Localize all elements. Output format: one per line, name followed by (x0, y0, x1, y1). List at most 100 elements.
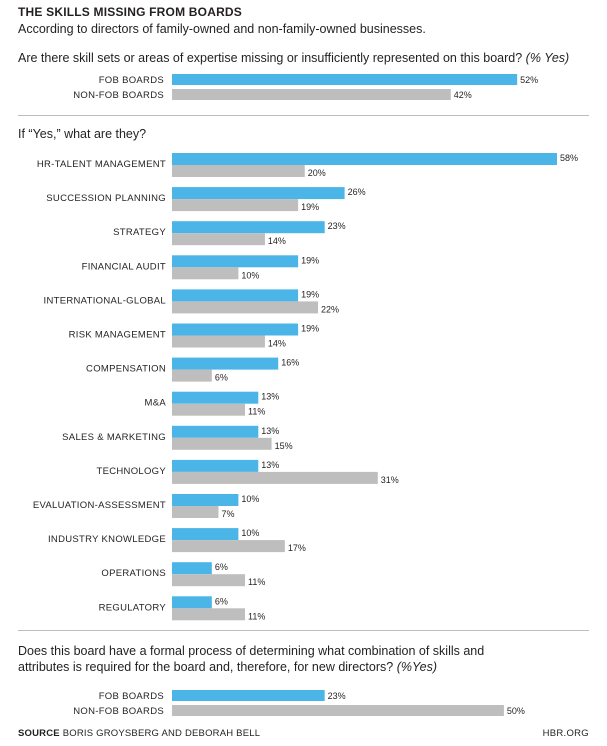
category-label-sales-marketing: SALES & MARKETING (62, 432, 166, 443)
value-label-non-fob-boards: 42% (454, 90, 472, 100)
bar-fob-succession-planning (172, 187, 345, 200)
value-label-non-fob-boards: 50% (507, 706, 525, 716)
value-label-fob-compensation: 16% (281, 358, 299, 368)
category-label-non-fob-boards: NON-FOB BOARDS (73, 90, 164, 101)
bar-fob-financial-audit (172, 255, 299, 268)
category-label-regulatory: REGULATORY (99, 602, 167, 613)
question-1-text: Are there skill sets or areas of experti… (18, 51, 523, 65)
bar-non-fob-risk-management (172, 335, 265, 348)
category-label-m-a: M&A (145, 398, 167, 409)
site-credit: HBR.ORG (542, 728, 589, 739)
category-label-operations: OPERATIONS (101, 568, 166, 579)
question-3-note: (%Yes) (396, 660, 437, 674)
category-label-international-global: INTERNATIONAL-GLOBAL (44, 295, 167, 306)
value-label-non-fob-evaluation-assessment: 7% (221, 509, 234, 519)
source-text: BORIS GROYSBERG AND DEBORAH BELL (62, 728, 261, 739)
question-2: If “Yes,” what are they? (18, 126, 146, 142)
category-label-non-fob-boards: NON-FOB BOARDS (73, 706, 164, 717)
value-label-fob-boards: 23% (328, 691, 346, 701)
value-label-non-fob-hr-talent-management: 20% (308, 168, 326, 178)
bar-fob-operations (172, 562, 212, 575)
bar-fob-boards (172, 74, 518, 85)
value-label-non-fob-compensation: 6% (215, 373, 228, 383)
bar-non-fob-evaluation-assessment (172, 506, 219, 518)
value-label-non-fob-operations: 11% (248, 577, 265, 587)
bar-non-fob-operations (172, 574, 246, 587)
category-label-hr-talent-management: HR-TALENT MANAGEMENT (37, 159, 166, 170)
value-label-fob-regulatory: 6% (215, 596, 228, 606)
source-label: SOURCE (18, 728, 60, 739)
bar-non-fob-boards (172, 705, 504, 716)
bar-non-fob-m-a (172, 403, 246, 416)
bar-non-fob-compensation (172, 369, 212, 382)
source-note: SOURCE BORIS GROYSBERG AND DEBORAH BELL (18, 728, 260, 739)
value-label-fob-succession-planning: 26% (348, 187, 366, 197)
bar-non-fob-sales-marketing (172, 437, 272, 450)
bar-non-fob-succession-planning (172, 199, 299, 212)
bar-fob-technology (172, 459, 259, 472)
bar-non-fob-boards (172, 89, 451, 100)
bar-fob-m-a (172, 391, 259, 404)
bar-fob-international-global (172, 289, 299, 302)
chart-subtitle: According to directors of family-owned a… (18, 22, 426, 36)
category-label-financial-audit: FINANCIAL AUDIT (82, 261, 166, 272)
category-label-industry-knowledge: INDUSTRY KNOWLEDGE (48, 534, 166, 545)
value-label-non-fob-industry-knowledge: 17% (288, 543, 306, 553)
value-label-non-fob-sales-marketing: 15% (275, 441, 293, 451)
bar-fob-compensation (172, 357, 279, 370)
value-label-fob-financial-audit: 19% (301, 255, 319, 265)
bar-non-fob-regulatory (172, 608, 246, 621)
value-label-fob-strategy: 23% (328, 221, 346, 231)
section-divider (18, 115, 589, 116)
bar-fob-risk-management (172, 323, 299, 336)
bar-fob-industry-knowledge (172, 528, 239, 541)
section-divider (18, 630, 589, 631)
question-1: Are there skill sets or areas of experti… (18, 50, 569, 66)
chart-overall-missing: FOB BOARDS 52% NON-FOB BOARDS 42% (73, 74, 538, 101)
question-3: Does this board have a formal process of… (18, 643, 484, 675)
category-label-succession-planning: SUCCESSION PLANNING (46, 193, 166, 204)
value-label-fob-operations: 6% (215, 562, 228, 572)
value-label-fob-technology: 13% (261, 460, 279, 470)
value-label-fob-hr-talent-management: 58% (560, 153, 578, 163)
value-label-fob-industry-knowledge: 10% (241, 528, 259, 538)
value-label-non-fob-technology: 31% (381, 475, 399, 485)
category-label-evaluation-assessment: EVALUATION-ASSESSMENT (33, 500, 166, 511)
bar-fob-sales-marketing (172, 425, 259, 438)
value-label-fob-boards: 52% (520, 75, 538, 85)
category-label-technology: TECHNOLOGY (96, 466, 166, 477)
bar-non-fob-technology (172, 471, 378, 484)
value-label-non-fob-regulatory: 11% (248, 611, 265, 621)
value-label-non-fob-international-global: 22% (321, 304, 339, 314)
chart-formal-process: FOB BOARDS 23% NON-FOB BOARDS 50% (73, 690, 525, 717)
bar-non-fob-industry-knowledge (172, 540, 285, 553)
category-label-fob-boards: FOB BOARDS (99, 691, 164, 702)
value-label-fob-international-global: 19% (301, 289, 319, 299)
value-label-non-fob-risk-management: 14% (268, 339, 286, 349)
category-label-compensation: COMPENSATION (86, 364, 166, 375)
question-2-text: If “Yes,” what are they? (18, 127, 147, 141)
value-label-fob-evaluation-assessment: 10% (241, 494, 259, 504)
bar-fob-strategy (172, 221, 325, 234)
category-label-risk-management: RISK MANAGEMENT (69, 330, 166, 341)
bar-non-fob-international-global (172, 301, 319, 314)
bar-fob-boards (172, 690, 325, 701)
value-label-fob-risk-management: 19% (301, 324, 319, 334)
value-label-fob-sales-marketing: 13% (261, 426, 279, 436)
bar-non-fob-strategy (172, 233, 265, 246)
bar-fob-evaluation-assessment (172, 494, 239, 506)
bar-fob-hr-talent-management (172, 153, 557, 165)
value-label-non-fob-financial-audit: 10% (241, 270, 259, 280)
value-label-non-fob-succession-planning: 19% (301, 202, 319, 212)
bar-non-fob-hr-talent-management (172, 165, 305, 177)
chart-title: THE SKILLS MISSING FROM BOARDS (18, 5, 243, 19)
category-label-strategy: STRATEGY (113, 227, 166, 238)
question-3-line-2: attributes is required for the board and… (18, 660, 394, 674)
category-label-fob-boards: FOB BOARDS (99, 75, 164, 86)
chart-missing-skills: HR-TALENT MANAGEMENT 58% 20% SUCCESSION PLA… (33, 153, 578, 621)
question-1-note: (% Yes) (525, 51, 570, 65)
value-label-non-fob-m-a: 11% (248, 407, 265, 417)
value-label-fob-m-a: 13% (261, 392, 279, 402)
value-label-non-fob-strategy: 14% (268, 236, 286, 246)
bar-non-fob-financial-audit (172, 267, 239, 280)
